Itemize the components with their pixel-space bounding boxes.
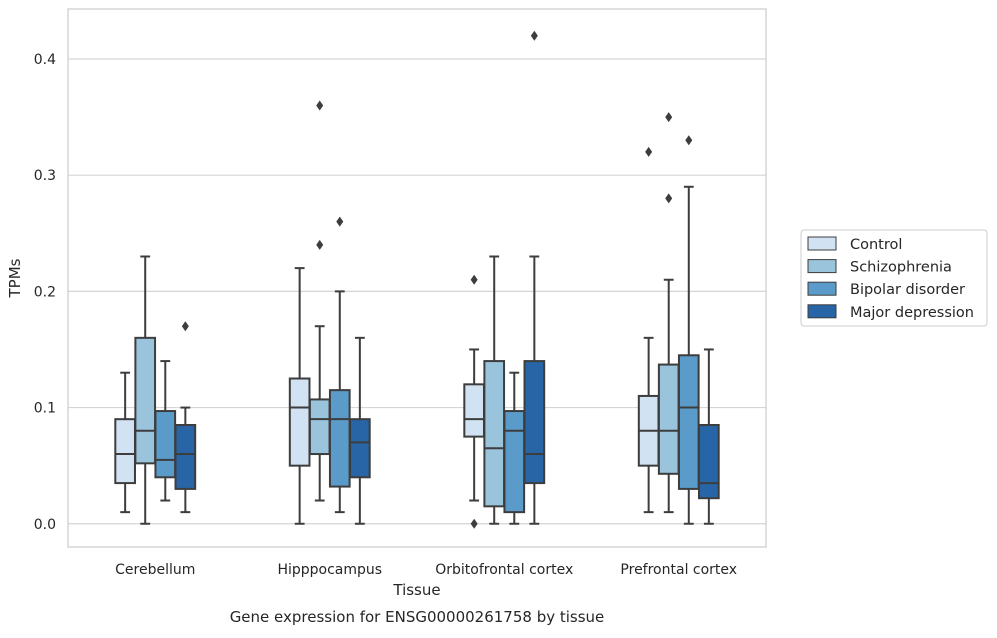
box-body: [657, 363, 680, 475]
legend-swatch: [807, 304, 837, 319]
x-tick-label: Hipppocampus: [277, 562, 382, 578]
box-body: [523, 360, 546, 485]
y-tick-label: 0.2: [34, 284, 56, 300]
box-body: [174, 423, 197, 490]
y-axis-label: TPMs: [6, 258, 24, 298]
legend-label: Major depression: [850, 305, 974, 321]
box-body: [328, 389, 351, 488]
box: [463, 274, 485, 529]
box-body: [114, 418, 136, 485]
box-body: [288, 377, 311, 467]
outlier-point: [665, 193, 673, 204]
box-body: [483, 360, 506, 508]
legend-label: Schizophrenia: [850, 260, 952, 276]
box: [677, 135, 700, 525]
box: [114, 371, 136, 514]
box: [657, 112, 680, 514]
y-tick-label: 0.1: [34, 401, 56, 417]
box-body: [503, 410, 526, 514]
legend-swatch: [807, 236, 837, 251]
box: [637, 146, 660, 514]
box-body: [154, 410, 177, 479]
outlier-point: [336, 216, 344, 227]
x-tick-labels: Cerebellum Hipppocampus Orbitofrontal cort…: [115, 562, 737, 578]
box-body: [463, 383, 485, 438]
box-body: [308, 398, 331, 456]
outlier-point: [645, 146, 653, 157]
y-tick-label: 0.0: [34, 517, 56, 533]
box-body: [677, 354, 700, 490]
y-tick-labels: 0.0 0.1 0.2 0.3 0.4: [34, 52, 56, 533]
x-tick-label: Orbitofrontal cortex: [435, 562, 573, 578]
chart-caption: Gene expression for ENSG00000261758 by t…: [230, 608, 605, 626]
legend: Control Schizophrenia Bipolar disorder Majo…: [800, 229, 988, 327]
box: [503, 371, 526, 525]
legend-items: Control Schizophrenia Bipolar disorder Majo…: [807, 236, 974, 321]
legend-label: Control: [850, 237, 902, 253]
legend-frame: [800, 229, 988, 327]
box-body: [134, 336, 157, 465]
box: [698, 348, 720, 525]
plot-frame: [67, 8, 767, 548]
box: [134, 255, 157, 525]
x-tick-label: Cerebellum: [115, 562, 195, 578]
x-axis-label: Tissue: [392, 581, 440, 599]
box: [174, 321, 197, 514]
legend-swatch: [807, 259, 837, 274]
box-body: [349, 418, 371, 479]
box: [154, 360, 177, 502]
box-layer: [114, 30, 720, 529]
outlier-point: [665, 112, 673, 123]
box: [349, 336, 371, 525]
x-tick-label: Prefrontal cortex: [620, 562, 737, 578]
box: [483, 255, 506, 525]
box-body: [698, 423, 720, 500]
outlier-point: [685, 135, 693, 146]
outlier-point: [316, 100, 324, 111]
box: [288, 267, 311, 525]
box: [308, 100, 331, 502]
outlier-point: [470, 274, 478, 285]
outlier-point: [470, 518, 478, 529]
legend-swatch: [807, 281, 837, 296]
box: [328, 216, 351, 514]
outlier-point: [181, 321, 189, 332]
outlier-point: [530, 30, 538, 41]
box: [523, 30, 546, 525]
outlier-point: [316, 239, 324, 250]
legend-label: Bipolar disorder: [850, 282, 965, 298]
y-tick-label: 0.4: [34, 52, 56, 68]
y-tick-label: 0.3: [34, 168, 56, 184]
